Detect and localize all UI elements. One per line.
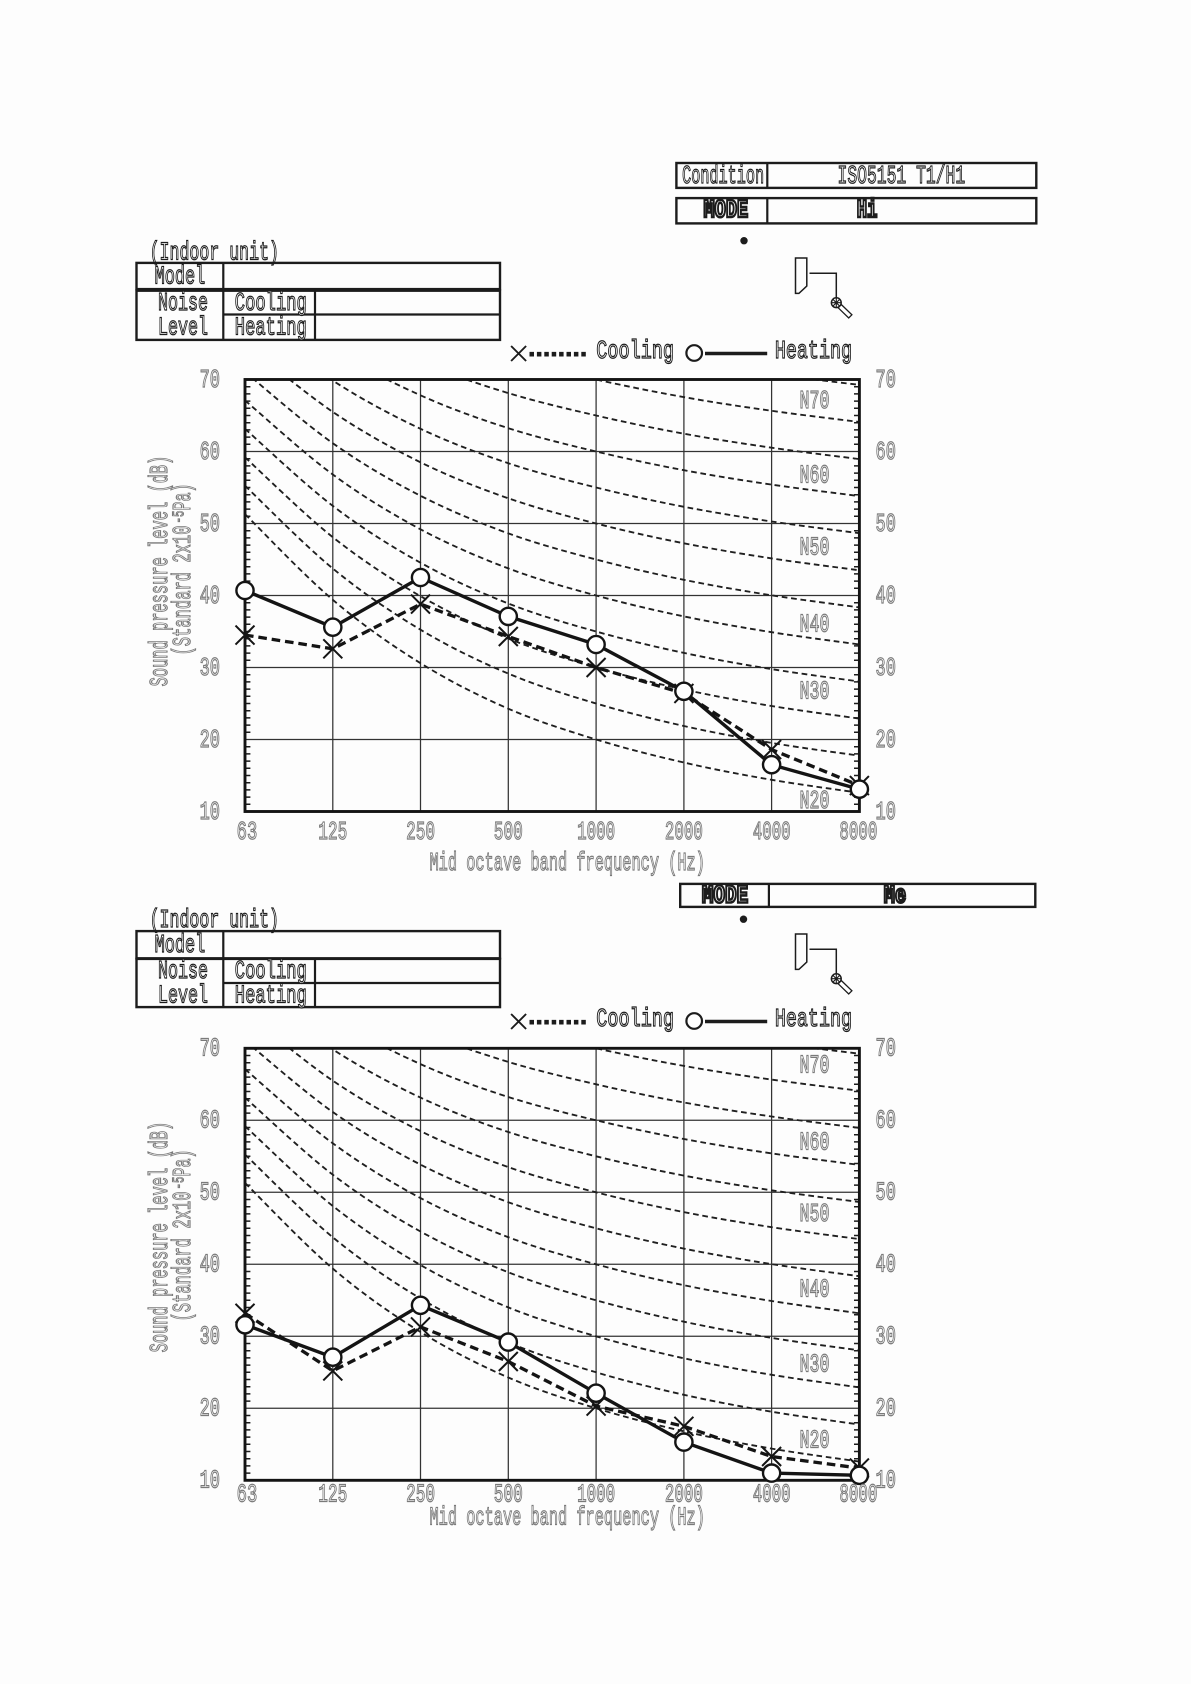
svg-text:50: 50: [876, 509, 896, 539]
svg-text:20: 20: [200, 725, 220, 755]
svg-text:20: 20: [876, 1394, 896, 1424]
svg-text:40: 40: [200, 581, 220, 611]
svg-text:60: 60: [200, 1106, 220, 1136]
svg-text:Heating: Heating: [235, 313, 307, 343]
svg-text:Cooling: Cooling: [235, 288, 307, 318]
svg-text:Level: Level: [158, 980, 208, 1010]
svg-text:Noise: Noise: [158, 956, 208, 986]
svg-text:Cooling: Cooling: [235, 956, 307, 986]
svg-text:(Standard 2x10: (Standard 2x10: [168, 1192, 198, 1322]
svg-text:N70: N70: [800, 386, 830, 416]
svg-text:20: 20: [200, 1394, 220, 1424]
svg-text:Me: Me: [884, 881, 906, 911]
svg-text:N20: N20: [800, 1426, 830, 1456]
svg-text:10: 10: [200, 797, 220, 827]
svg-text:60: 60: [876, 437, 896, 467]
svg-text:Condition: Condition: [682, 161, 764, 191]
svg-text:Level: Level: [158, 313, 208, 343]
svg-text:125: 125: [318, 817, 347, 847]
svg-text:50: 50: [200, 509, 220, 539]
svg-text:N40: N40: [800, 1275, 830, 1305]
svg-text:40: 40: [200, 1250, 220, 1280]
svg-text:Sound pressure level (dB): Sound pressure level (dB): [145, 456, 175, 687]
svg-text:60: 60: [876, 1106, 896, 1136]
svg-text:N50: N50: [800, 1199, 830, 1229]
svg-text:20: 20: [876, 725, 896, 755]
svg-text:63: 63: [237, 817, 258, 847]
svg-text:30: 30: [200, 653, 220, 683]
svg-text:50: 50: [876, 1178, 896, 1208]
svg-text:250: 250: [406, 817, 435, 847]
svg-text:8000: 8000: [839, 1480, 877, 1510]
svg-text:-5: -5: [171, 1177, 190, 1190]
svg-text:N50: N50: [800, 532, 830, 562]
svg-text:MODE: MODE: [704, 195, 749, 225]
svg-text:8000: 8000: [839, 817, 877, 847]
svg-text:50: 50: [200, 1178, 220, 1208]
svg-text:MODE: MODE: [702, 881, 748, 911]
svg-text:4000: 4000: [753, 1480, 791, 1510]
svg-text:N20: N20: [800, 786, 830, 816]
svg-text:30: 30: [200, 1322, 220, 1352]
svg-text:60: 60: [200, 437, 220, 467]
svg-text:70: 70: [200, 365, 220, 395]
svg-text:-5: -5: [171, 511, 190, 524]
svg-text:Heating: Heating: [775, 1004, 852, 1034]
svg-text:40: 40: [876, 1250, 896, 1280]
svg-text:70: 70: [876, 365, 896, 395]
svg-text:Mid octave band frequency (Hz: Mid octave band frequency (Hz): [430, 1503, 705, 1533]
svg-text:2000: 2000: [665, 817, 703, 847]
svg-text:N70: N70: [800, 1050, 830, 1080]
svg-text:Hi: Hi: [857, 195, 878, 225]
svg-text:125: 125: [318, 1480, 347, 1510]
svg-text:Heating: Heating: [775, 336, 852, 366]
svg-text:Sound pressure level (dB): Sound pressure level (dB): [145, 1122, 175, 1353]
svg-text:Pa): Pa): [168, 1150, 198, 1177]
svg-text:10: 10: [876, 797, 896, 827]
svg-text:63: 63: [237, 1480, 258, 1510]
svg-text:250: 250: [406, 1480, 435, 1510]
svg-text:Noise: Noise: [158, 288, 208, 318]
svg-text:1000: 1000: [577, 1480, 615, 1510]
svg-text:1000: 1000: [577, 817, 615, 847]
svg-text:Pa): Pa): [168, 484, 198, 511]
svg-text:10: 10: [200, 1466, 220, 1496]
svg-text:ISO5151 T1/H1: ISO5151 T1/H1: [838, 161, 966, 191]
svg-text:N60: N60: [800, 1128, 830, 1158]
svg-text:30: 30: [876, 653, 896, 683]
svg-text:Mid octave band frequency (Hz: Mid octave band frequency (Hz): [430, 848, 705, 878]
svg-text:70: 70: [200, 1034, 220, 1064]
svg-text:Cooling: Cooling: [596, 336, 674, 366]
svg-text:Heating: Heating: [235, 980, 307, 1010]
svg-text:10: 10: [876, 1466, 896, 1496]
svg-text:Model: Model: [155, 930, 206, 960]
svg-text:500: 500: [494, 817, 523, 847]
svg-text:N60: N60: [800, 460, 830, 490]
svg-text:N40: N40: [800, 609, 830, 639]
svg-text:(Standard 2x10: (Standard 2x10: [168, 526, 198, 656]
svg-text:500: 500: [494, 1480, 523, 1510]
svg-text:Model: Model: [155, 261, 206, 291]
svg-text:N30: N30: [800, 676, 830, 706]
svg-text:30: 30: [876, 1322, 896, 1352]
svg-text:2000: 2000: [665, 1480, 703, 1510]
svg-text:70: 70: [876, 1034, 896, 1064]
svg-text:Cooling: Cooling: [596, 1004, 674, 1034]
svg-text:4000: 4000: [753, 817, 791, 847]
svg-text:40: 40: [876, 581, 896, 611]
svg-text:N30: N30: [800, 1349, 830, 1379]
